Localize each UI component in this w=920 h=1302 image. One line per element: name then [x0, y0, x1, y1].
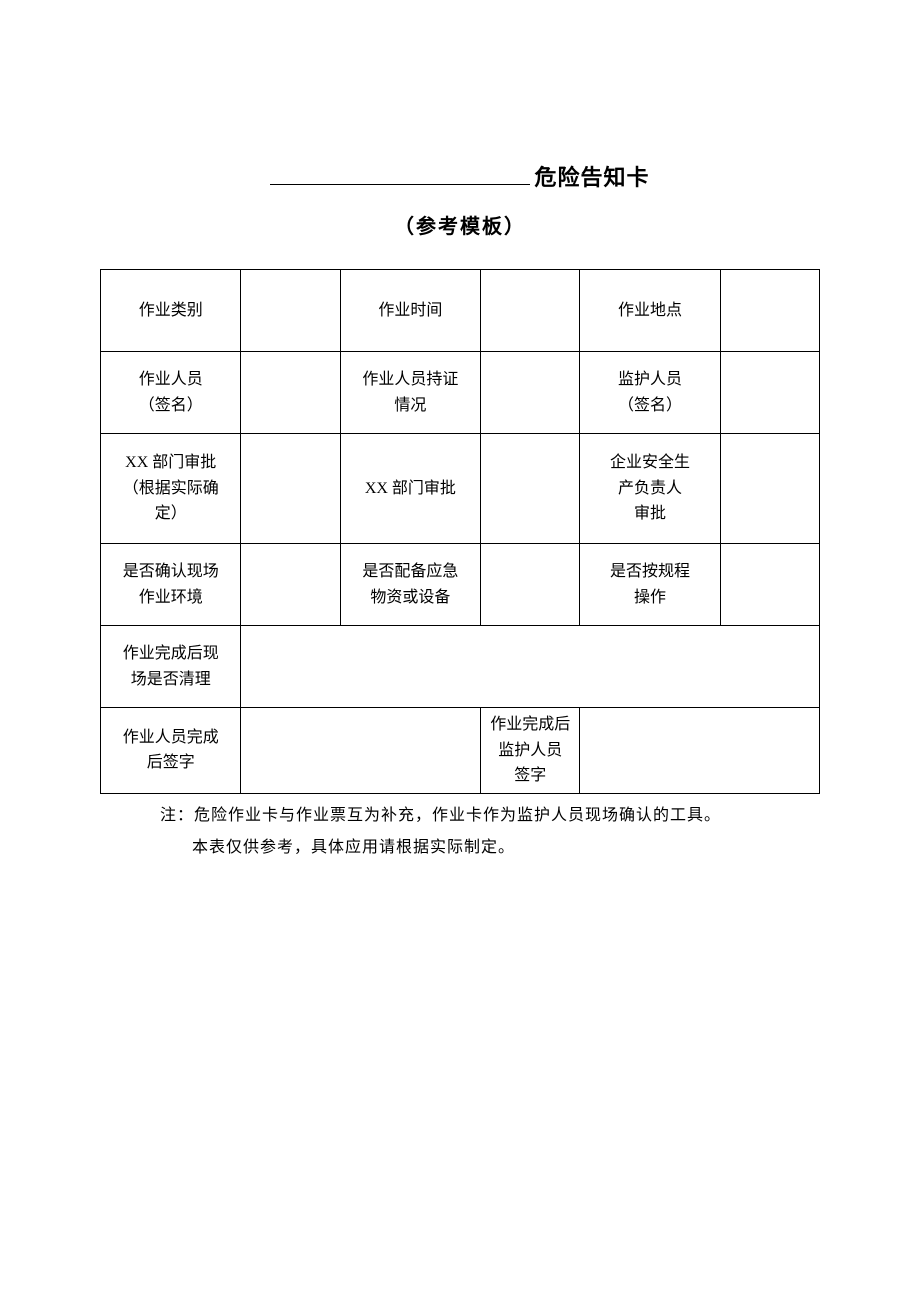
page-title: 危险告知卡 — [100, 160, 820, 192]
table-row: 作业完成后现场是否清理 — [101, 626, 820, 708]
notes: 注：危险作业卡与作业票互为补充，作业卡作为监护人员现场确认的工具。 本表仅供参考… — [100, 800, 820, 864]
table-row: 作业类别 作业时间 作业地点 — [101, 270, 820, 352]
cell-worker-cert-label: 作业人员持证情况 — [340, 352, 480, 434]
cell-worker-cert-value — [481, 352, 580, 434]
cell-supervisor-sign-value — [720, 352, 819, 434]
note-line-1: 注：危险作业卡与作业票互为补充，作业卡作为监护人员现场确认的工具。 — [160, 800, 820, 832]
cell-env-confirm-label: 是否确认现场作业环境 — [101, 544, 241, 626]
hazard-card-table: 作业类别 作业时间 作业地点 作业人员（签名） 作业人员持证情况 监护人员（签名… — [100, 269, 820, 794]
cell-job-time-label: 作业时间 — [340, 270, 480, 352]
cell-emergency-equip-value — [481, 544, 580, 626]
subtitle: （参考模板） — [100, 210, 820, 239]
cell-job-location-label: 作业地点 — [580, 270, 720, 352]
cell-safety-officer-value — [720, 434, 819, 544]
cell-emergency-equip-label: 是否配备应急物资或设备 — [340, 544, 480, 626]
cell-job-category-label: 作业类别 — [101, 270, 241, 352]
cell-dept-approval2-label: XX 部门审批 — [340, 434, 480, 544]
cell-job-time-value — [481, 270, 580, 352]
table-row: 作业人员完成后签字 作业完成后监护人员签字 — [101, 708, 820, 794]
cell-safety-officer-label: 企业安全生产负责人审批 — [580, 434, 720, 544]
cell-job-category-value — [241, 270, 340, 352]
cell-dept-approval1-label: XX 部门审批（根据实际确定） — [101, 434, 241, 544]
title-suffix: 危险告知卡 — [534, 165, 649, 190]
cell-supervisor-sign-label: 监护人员（签名） — [580, 352, 720, 434]
cell-cleanup-value — [241, 626, 820, 708]
cell-env-confirm-value — [241, 544, 340, 626]
cell-worker-sign-label: 作业人员（签名） — [101, 352, 241, 434]
cell-job-location-value — [720, 270, 819, 352]
cell-procedure-value — [720, 544, 819, 626]
cell-dept-approval2-value — [481, 434, 580, 544]
title-blank-underline — [270, 163, 530, 185]
cell-cleanup-label: 作业完成后现场是否清理 — [101, 626, 241, 708]
cell-dept-approval1-value — [241, 434, 340, 544]
cell-supervisor-done-sign-label: 作业完成后监护人员签字 — [481, 708, 580, 794]
cell-procedure-label: 是否按规程操作 — [580, 544, 720, 626]
table-row: XX 部门审批（根据实际确定） XX 部门审批 企业安全生产负责人审批 — [101, 434, 820, 544]
cell-worker-done-sign-label: 作业人员完成后签字 — [101, 708, 241, 794]
cell-supervisor-done-sign-value — [580, 708, 820, 794]
cell-worker-done-sign-value — [241, 708, 481, 794]
cell-worker-sign-value — [241, 352, 340, 434]
note-line-2: 本表仅供参考，具体应用请根据实际制定。 — [160, 832, 820, 864]
table-row: 是否确认现场作业环境 是否配备应急物资或设备 是否按规程操作 — [101, 544, 820, 626]
table-row: 作业人员（签名） 作业人员持证情况 监护人员（签名） — [101, 352, 820, 434]
